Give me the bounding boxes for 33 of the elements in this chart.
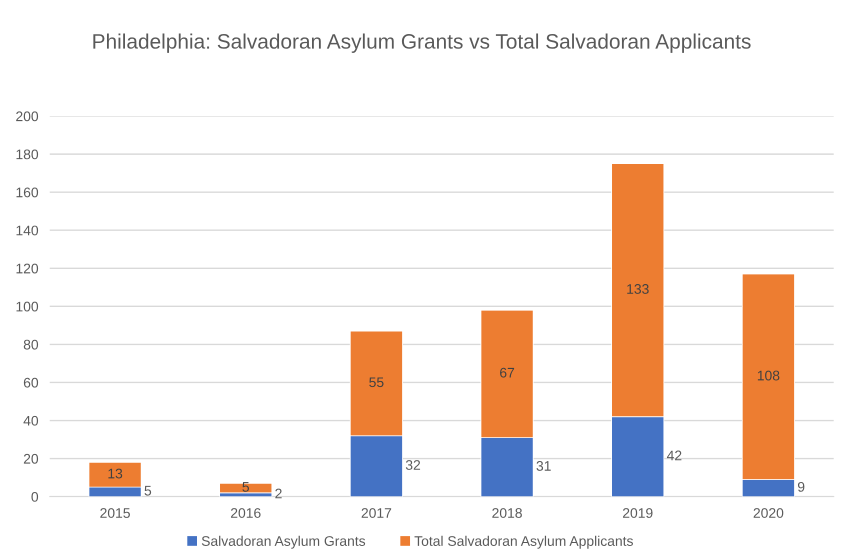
data-label: 133	[627, 284, 649, 294]
y-tick-label: 60	[24, 378, 38, 388]
x-tick-label: 2020	[754, 508, 784, 518]
data-label: 32	[406, 460, 420, 470]
x-tick-label: 2016	[230, 508, 261, 518]
y-tick-label: 120	[16, 264, 38, 274]
data-label: 13	[108, 468, 122, 478]
y-tick-label: 140	[16, 226, 38, 236]
x-tick-label: 2017	[362, 508, 392, 518]
y-tick-label: 0	[31, 492, 38, 502]
y-tick-label: 180	[16, 149, 38, 160]
x-tick-label: 2015	[100, 508, 130, 518]
bar	[219, 482, 272, 494]
chart-title: Philadelphia: Salvadoran Asylum Grants vs Total Salvadoran Applicants	[93, 33, 751, 53]
data-label: 55	[369, 377, 384, 388]
x-tick-label: 2019	[622, 508, 653, 518]
y-tick-label: 160	[16, 188, 38, 198]
data-label: 2	[275, 488, 282, 498]
data-label: 5	[242, 482, 250, 492]
legend-label: Salvadoran Asylum Grants	[202, 536, 366, 549]
legend-label: Total Salvadoran Asylum Applicants	[414, 536, 633, 549]
data-label: 42	[666, 450, 682, 460]
y-tick-label: 200	[16, 111, 38, 122]
y-tick-label: 100	[16, 302, 38, 312]
data-label: 9	[798, 482, 804, 492]
y-tick-label: 20	[24, 454, 38, 464]
y-tick-label: 80	[24, 340, 38, 350]
data-label: 5	[144, 486, 152, 496]
x-tick-label: 2018	[492, 508, 522, 518]
data-label: 108	[758, 370, 780, 380]
y-tick-label: 40	[24, 416, 38, 426]
data-label: 67	[500, 368, 514, 378]
data-label: 31	[536, 461, 551, 471]
